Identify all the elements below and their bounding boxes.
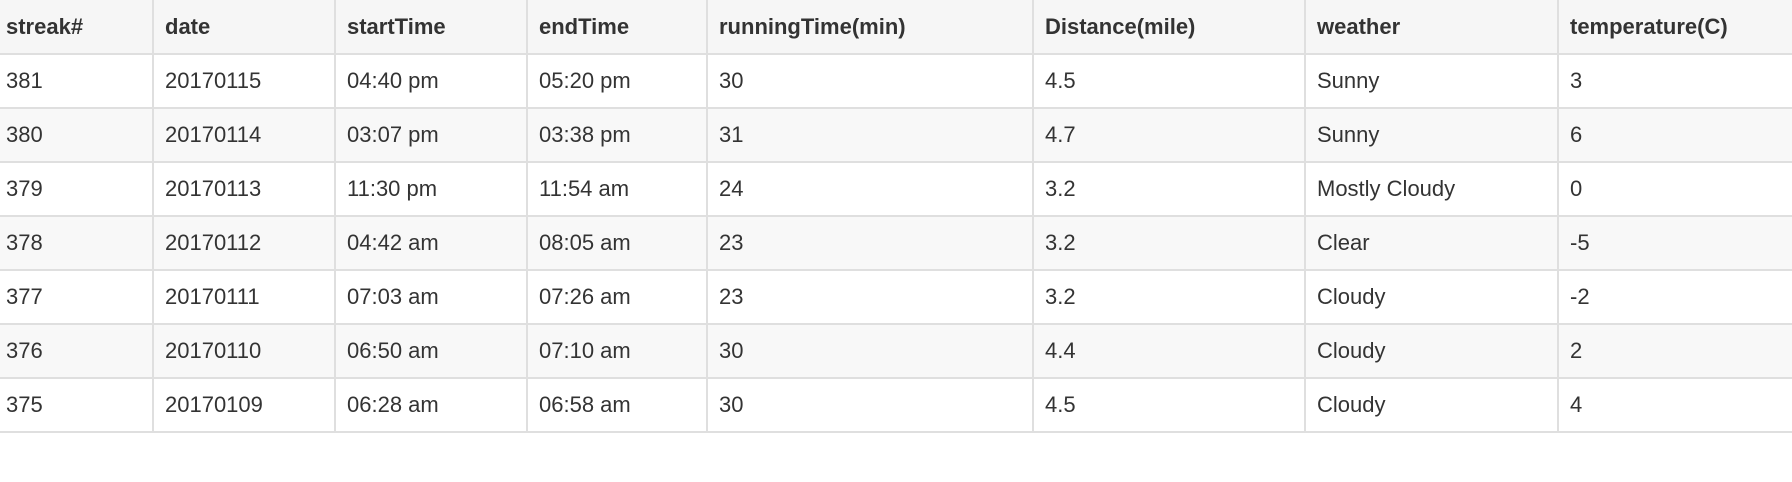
cell-temperature: -5 (1558, 216, 1792, 271)
cell-start-time: 03:07 pm (335, 108, 528, 163)
cell-date: 20170112 (153, 216, 336, 271)
cell-temperature: 3 (1558, 54, 1792, 109)
table-row: 379 20170113 11:30 pm 11:54 am 24 3.2 Mo… (0, 162, 1792, 217)
cell-temperature: 6 (1558, 108, 1792, 163)
cell-weather: Mostly Cloudy (1305, 162, 1559, 217)
cell-end-time: 03:38 pm (527, 108, 708, 163)
cell-streak: 376 (0, 324, 154, 379)
cell-date: 20170114 (153, 108, 336, 163)
cell-distance: 4.7 (1033, 108, 1306, 163)
cell-end-time: 11:54 am (527, 162, 708, 217)
running-log-table: streak# date startTime endTime runningTi… (0, 0, 1792, 433)
column-header-temperature: temperature(C) (1558, 0, 1792, 55)
cell-streak: 378 (0, 216, 154, 271)
table-row: 376 20170110 06:50 am 07:10 am 30 4.4 Cl… (0, 324, 1792, 379)
cell-temperature: 4 (1558, 378, 1792, 433)
cell-end-time: 07:26 am (527, 270, 708, 325)
cell-streak: 381 (0, 54, 154, 109)
cell-running-time: 23 (707, 270, 1034, 325)
cell-weather: Cloudy (1305, 378, 1559, 433)
cell-weather: Cloudy (1305, 270, 1559, 325)
cell-streak: 377 (0, 270, 154, 325)
column-header-start-time: startTime (335, 0, 528, 55)
cell-temperature: 0 (1558, 162, 1792, 217)
cell-weather: Cloudy (1305, 324, 1559, 379)
cell-weather: Sunny (1305, 108, 1559, 163)
cell-running-time: 23 (707, 216, 1034, 271)
column-header-running-time: runningTime(min) (707, 0, 1034, 55)
cell-date: 20170110 (153, 324, 336, 379)
cell-weather: Clear (1305, 216, 1559, 271)
cell-start-time: 06:28 am (335, 378, 528, 433)
cell-end-time: 08:05 am (527, 216, 708, 271)
column-header-distance: Distance(mile) (1033, 0, 1306, 55)
cell-date: 20170111 (153, 270, 336, 325)
cell-temperature: -2 (1558, 270, 1792, 325)
table-row: 378 20170112 04:42 am 08:05 am 23 3.2 Cl… (0, 216, 1792, 271)
cell-running-time: 30 (707, 54, 1034, 109)
table-header-row: streak# date startTime endTime runningTi… (0, 0, 1792, 55)
cell-weather: Sunny (1305, 54, 1559, 109)
column-header-date: date (153, 0, 336, 55)
cell-distance: 4.5 (1033, 378, 1306, 433)
cell-distance: 4.5 (1033, 54, 1306, 109)
column-header-weather: weather (1305, 0, 1559, 55)
cell-distance: 3.2 (1033, 216, 1306, 271)
column-header-streak: streak# (0, 0, 154, 55)
cell-start-time: 04:42 am (335, 216, 528, 271)
cell-start-time: 06:50 am (335, 324, 528, 379)
column-header-end-time: endTime (527, 0, 708, 55)
cell-streak: 379 (0, 162, 154, 217)
cell-streak: 380 (0, 108, 154, 163)
cell-date: 20170113 (153, 162, 336, 217)
cell-end-time: 06:58 am (527, 378, 708, 433)
cell-start-time: 04:40 pm (335, 54, 528, 109)
cell-date: 20170115 (153, 54, 336, 109)
cell-end-time: 05:20 pm (527, 54, 708, 109)
table-row: 377 20170111 07:03 am 07:26 am 23 3.2 Cl… (0, 270, 1792, 325)
cell-streak: 375 (0, 378, 154, 433)
cell-end-time: 07:10 am (527, 324, 708, 379)
cell-running-time: 24 (707, 162, 1034, 217)
table-row: 380 20170114 03:07 pm 03:38 pm 31 4.7 Su… (0, 108, 1792, 163)
table-row: 375 20170109 06:28 am 06:58 am 30 4.5 Cl… (0, 378, 1792, 433)
table-row: 381 20170115 04:40 pm 05:20 pm 30 4.5 Su… (0, 54, 1792, 109)
cell-running-time: 30 (707, 378, 1034, 433)
cell-date: 20170109 (153, 378, 336, 433)
cell-running-time: 30 (707, 324, 1034, 379)
cell-distance: 3.2 (1033, 270, 1306, 325)
cell-running-time: 31 (707, 108, 1034, 163)
cell-distance: 4.4 (1033, 324, 1306, 379)
cell-start-time: 07:03 am (335, 270, 528, 325)
cell-distance: 3.2 (1033, 162, 1306, 217)
cell-start-time: 11:30 pm (335, 162, 528, 217)
cell-temperature: 2 (1558, 324, 1792, 379)
